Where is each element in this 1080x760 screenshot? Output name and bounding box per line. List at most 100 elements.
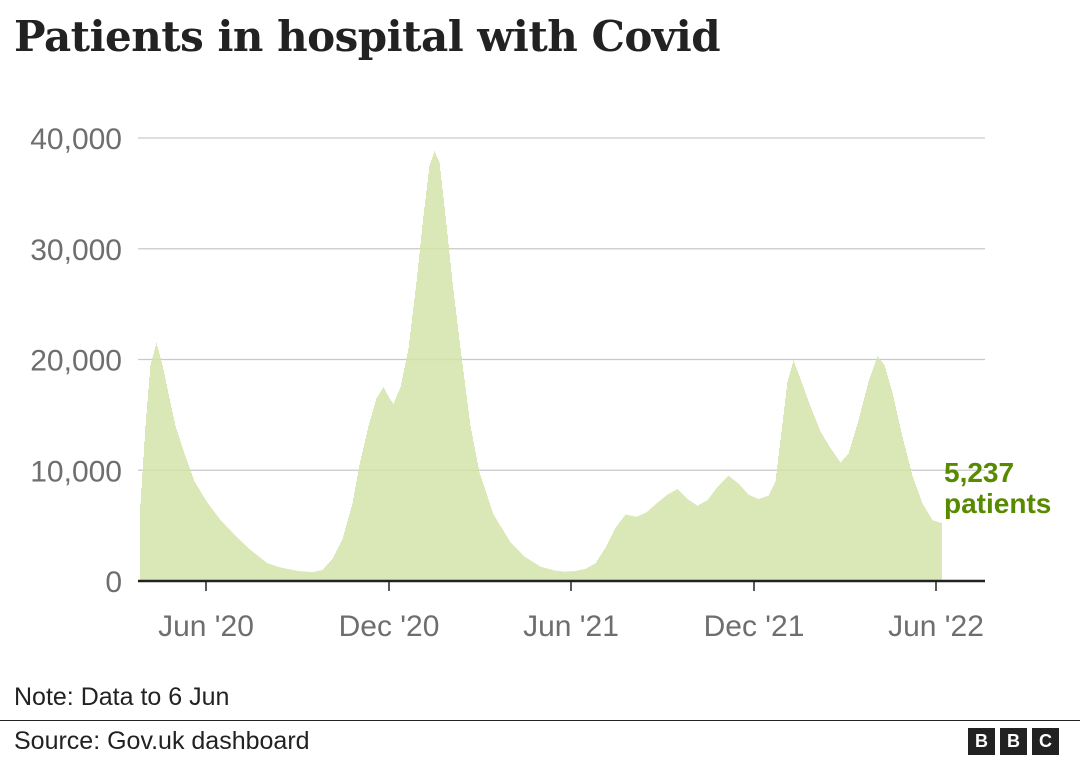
bar (523, 555, 524, 581)
bar (875, 361, 876, 581)
bar (467, 402, 468, 581)
bar (876, 359, 877, 581)
bar (475, 451, 476, 581)
bar (342, 538, 343, 581)
bar (649, 509, 650, 581)
bar (771, 489, 772, 581)
logo-letter-c: C (1032, 728, 1059, 755)
bar (406, 358, 407, 581)
bar (862, 404, 863, 581)
bar (705, 501, 706, 581)
bar (933, 520, 934, 581)
bar (879, 358, 880, 581)
bar (486, 493, 487, 581)
bar (383, 387, 384, 581)
bar (451, 272, 452, 581)
bar (345, 528, 346, 581)
bar (521, 553, 522, 581)
bar (506, 535, 507, 581)
bar (815, 418, 816, 581)
bar (867, 385, 868, 581)
bar (927, 511, 928, 581)
bar (763, 497, 764, 581)
bar (447, 234, 448, 581)
bar (145, 425, 146, 581)
bar (801, 381, 802, 581)
bar (380, 391, 381, 581)
bar (271, 564, 272, 581)
bar (851, 443, 852, 581)
y-tick-label: 20,000 (30, 345, 122, 378)
bar (842, 460, 843, 581)
bar (369, 422, 370, 581)
bar (645, 512, 646, 581)
bar (398, 391, 399, 581)
bar (332, 558, 333, 581)
bar (409, 340, 410, 581)
bar (483, 484, 484, 581)
bar (373, 408, 374, 581)
bar (620, 521, 621, 581)
bar (307, 571, 308, 581)
bar (446, 225, 447, 581)
bar (269, 563, 270, 581)
bar (723, 480, 724, 581)
bar (788, 378, 789, 581)
bar (626, 514, 627, 581)
bar (886, 371, 887, 581)
bar (695, 504, 696, 581)
bar (552, 569, 553, 581)
bar (140, 503, 141, 581)
bar (282, 567, 283, 581)
bar (745, 491, 746, 581)
bar (207, 502, 208, 581)
bar (322, 569, 323, 581)
bar (281, 567, 282, 581)
bar (556, 570, 557, 581)
bar (280, 567, 281, 581)
bar (643, 513, 644, 581)
source: Source: Gov.uk dashboard (14, 727, 310, 755)
bar (574, 571, 575, 581)
bar (607, 543, 608, 581)
bar (489, 502, 490, 581)
bar (800, 378, 801, 581)
bar (617, 525, 618, 581)
note: Note: Data to 6 Jun (14, 683, 230, 711)
bar (513, 545, 514, 581)
bar (315, 571, 316, 581)
bar (896, 410, 897, 581)
bar (936, 521, 937, 581)
bar (631, 515, 632, 581)
bar (452, 281, 453, 581)
bar (909, 464, 910, 581)
bar (647, 511, 648, 581)
bar (650, 508, 651, 581)
bar (797, 370, 798, 581)
bar (429, 165, 430, 581)
bar (651, 507, 652, 581)
bar (328, 563, 329, 581)
bar (408, 348, 409, 581)
bar (501, 527, 502, 581)
bar (228, 528, 229, 581)
bar (660, 500, 661, 581)
bar (937, 521, 938, 581)
bar (237, 537, 238, 581)
bar (378, 395, 379, 581)
bar (674, 490, 675, 581)
bar (497, 521, 498, 581)
bar (515, 547, 516, 581)
bar (238, 538, 239, 581)
bar (410, 331, 411, 581)
bar (885, 368, 886, 581)
bar (519, 551, 520, 581)
bar (919, 495, 920, 581)
bar (820, 431, 821, 581)
bar (270, 564, 271, 581)
bar (186, 459, 187, 581)
bar (884, 365, 885, 581)
bar (804, 389, 805, 581)
bar (691, 501, 692, 581)
bar (679, 491, 680, 581)
